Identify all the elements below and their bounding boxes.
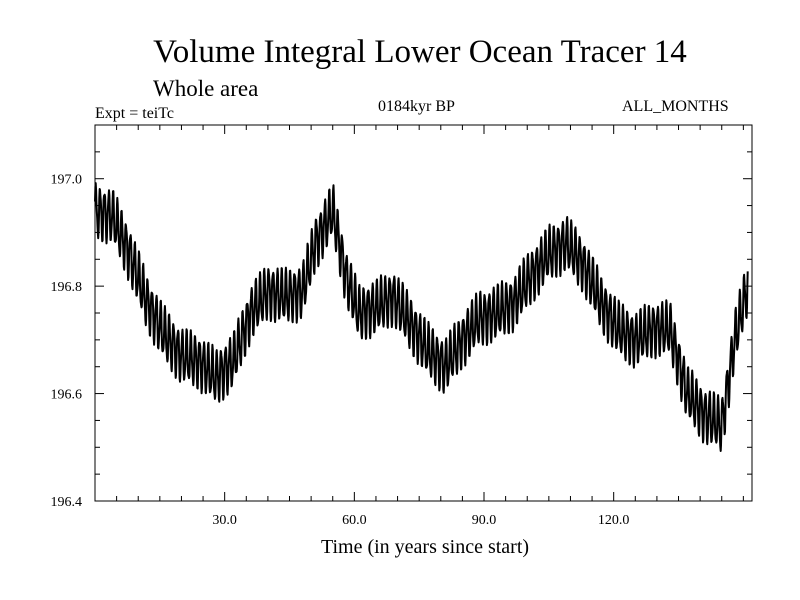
experiment-label: Expt = teiTc	[95, 105, 174, 122]
y-tick-label: 196.4	[51, 495, 83, 510]
series-line	[94, 182, 749, 452]
x-axis-label: Time (in years since start)	[321, 536, 529, 558]
months-label: ALL_MONTHS	[622, 98, 729, 115]
y-tick-label: 196.6	[51, 388, 83, 403]
x-tick-label: 60.0	[342, 513, 367, 528]
y-tick-label: 197.0	[51, 173, 83, 188]
y-tick-label: 196.8	[51, 280, 83, 295]
chart-subtitle: Whole area	[153, 76, 259, 101]
x-tick-label: 90.0	[472, 513, 497, 528]
y-axis: 196.4 196.6 196.8 197.0	[51, 151, 752, 510]
x-tick-label: 30.0	[212, 513, 237, 528]
chart-title: Volume Integral Lower Ocean Tracer 14	[153, 34, 687, 70]
x-axis: 30.0 60.0 90.0 120.0	[116, 125, 744, 528]
x-tick-label: 120.0	[598, 513, 630, 528]
period-label: 0184kyr BP	[378, 98, 455, 115]
